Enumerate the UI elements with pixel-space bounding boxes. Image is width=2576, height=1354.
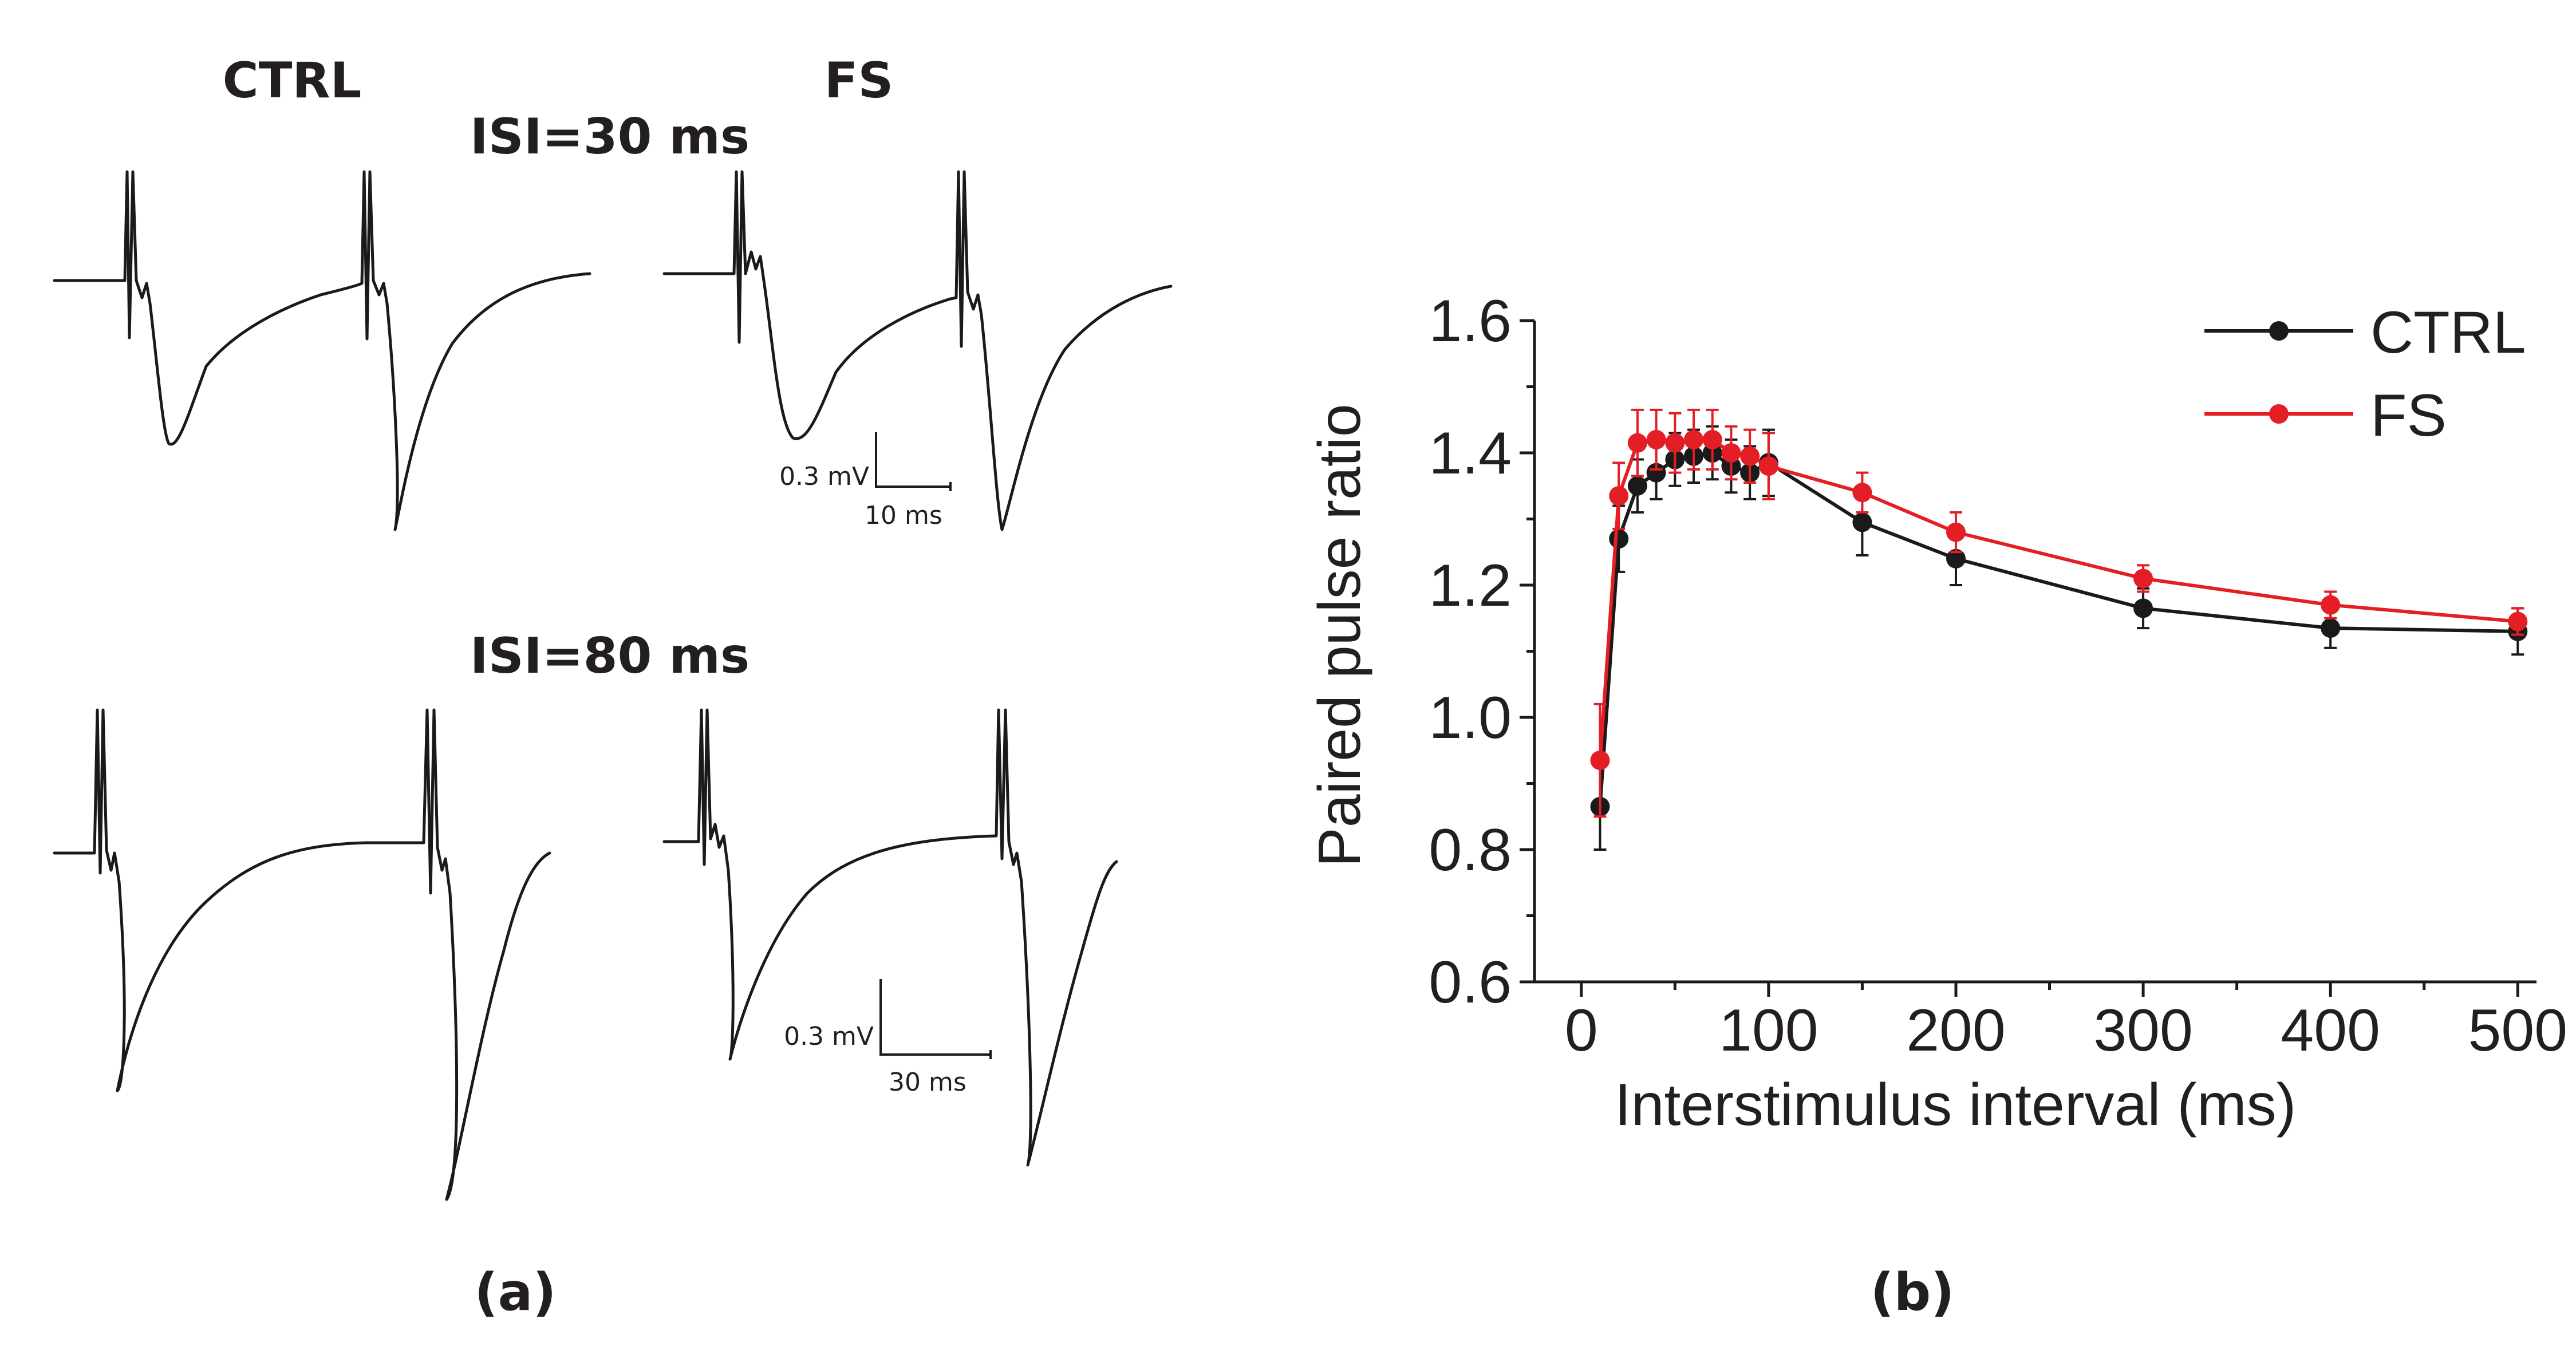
isi-30-title: ISI=30 ms xyxy=(470,108,749,165)
x-tick-label: 300 xyxy=(2093,997,2193,1064)
y-tick-label: 1.0 xyxy=(1429,685,1512,751)
y-tick-label: 1.2 xyxy=(1429,552,1512,619)
data-point xyxy=(1946,522,1966,542)
trace-fs-isi80 xyxy=(662,708,1118,1167)
x-tick-label: 400 xyxy=(2281,997,2380,1064)
data-point xyxy=(1740,446,1760,466)
data-point xyxy=(1946,548,1966,569)
chart-legend: CTRL FS xyxy=(2204,299,2526,449)
data-point xyxy=(1627,476,1647,496)
legend-marker-fs xyxy=(2269,404,2289,424)
scale-bar-isi80 xyxy=(879,979,992,1059)
data-point xyxy=(1665,433,1685,453)
data-point xyxy=(1852,483,1872,503)
ctrl-column-header: CTRL xyxy=(223,52,362,109)
data-point xyxy=(2133,598,2153,618)
y-tick-label: 0.6 xyxy=(1429,949,1512,1016)
series-line xyxy=(1598,437,2518,761)
scale-voltage-label-isi30: 0.3 mV xyxy=(779,462,869,491)
panel-a-label: (a) xyxy=(475,1262,557,1323)
x-tick-label: 500 xyxy=(2468,997,2568,1064)
panel-b-label: (b) xyxy=(1871,1262,1955,1323)
data-point xyxy=(1721,443,1741,463)
data-point xyxy=(1609,529,1629,549)
y-axis-label: Paired pulse ratio xyxy=(1307,404,1373,867)
x-tick-label: 200 xyxy=(1906,997,2006,1064)
y-tick-label: 1.6 xyxy=(1429,288,1512,354)
scale-time-label-isi80: 30 ms xyxy=(889,1068,967,1097)
scale-voltage-label-isi80: 0.3 mV xyxy=(784,1022,874,1051)
scale-time-label-isi30: 10 ms xyxy=(865,501,942,530)
scale-bar-isi30 xyxy=(875,432,952,491)
legend-label-ctrl: CTRL xyxy=(2370,299,2526,366)
x-axis-label: Interstimulus interval (ms) xyxy=(1615,1072,2296,1138)
data-point xyxy=(2321,618,2341,638)
series-ctrl xyxy=(1590,425,2528,851)
data-point xyxy=(1646,463,1666,483)
data-point xyxy=(1590,751,1610,771)
data-point xyxy=(2508,611,2528,631)
data-point xyxy=(1609,486,1629,506)
data-point xyxy=(1627,433,1647,453)
isi-80-title: ISI=80 ms xyxy=(470,627,749,685)
data-point xyxy=(1852,512,1872,532)
series-line xyxy=(1598,451,2518,807)
data-point xyxy=(2321,595,2341,615)
data-point xyxy=(1684,429,1704,449)
y-tick-label: 0.8 xyxy=(1429,817,1512,883)
x-tick-label: 100 xyxy=(1719,997,1818,1064)
y-tick-label: 1.4 xyxy=(1429,420,1512,487)
data-point xyxy=(1758,456,1778,476)
data-point xyxy=(1646,429,1666,449)
legend-label-fs: FS xyxy=(2370,382,2447,449)
trace-fs-isi30 xyxy=(662,170,1173,531)
trace-ctrl-isi30 xyxy=(53,170,591,531)
legend-marker-ctrl xyxy=(2269,321,2289,341)
x-tick-label: 0 xyxy=(1565,997,1598,1064)
chart-axes: 0.6 0.8 1.0 1.2 1.4 1.6 0 100 200 300 400 500 xyxy=(1429,288,2567,1064)
data-point xyxy=(1702,429,1722,449)
chart-series xyxy=(1590,408,2528,851)
panel-a: CTRL FS ISI=30 ms ISI=80 ms 0.3 mV 10 ms… xyxy=(53,52,1173,1323)
data-point xyxy=(2133,569,2153,589)
series-fs xyxy=(1590,408,2528,818)
trace-ctrl-isi80 xyxy=(53,708,551,1201)
ppr-chart: 0.6 0.8 1.0 1.2 1.4 1.6 0 100 200 300 400 500 CTRL F… xyxy=(1307,288,2567,1323)
fs-column-header: FS xyxy=(825,52,894,109)
